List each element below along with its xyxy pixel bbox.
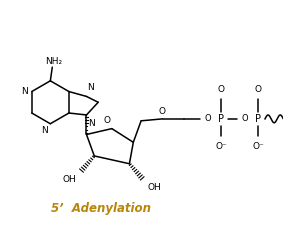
Text: 5’  Adenylation: 5’ Adenylation	[51, 202, 151, 215]
Text: N: N	[21, 87, 28, 96]
Text: P: P	[255, 114, 261, 124]
Text: P: P	[218, 114, 224, 124]
Text: NH₂: NH₂	[45, 57, 62, 66]
Text: OH: OH	[148, 183, 162, 192]
Text: O: O	[218, 84, 225, 94]
Text: N: N	[88, 119, 95, 128]
Text: O: O	[205, 114, 211, 123]
Text: O: O	[255, 84, 262, 94]
Text: O⁻: O⁻	[252, 142, 264, 151]
Text: OH: OH	[62, 175, 76, 185]
Text: N: N	[41, 126, 47, 135]
Text: O: O	[158, 106, 165, 116]
Text: N: N	[88, 83, 94, 91]
Text: O: O	[104, 116, 110, 125]
Text: O⁻: O⁻	[215, 142, 227, 151]
Text: O: O	[242, 114, 248, 123]
